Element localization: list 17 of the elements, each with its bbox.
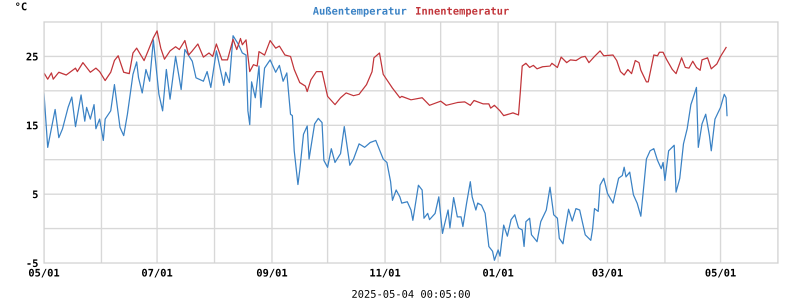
x-tick-label: 11/01 (370, 268, 400, 278)
line-series (44, 30, 727, 116)
line-series (44, 35, 728, 261)
x-axis-title: 2025-05-04 00:05:00 (352, 290, 470, 298)
x-tick-label: 09/01 (256, 268, 288, 278)
x-tick-label: 07/01 (142, 268, 172, 278)
text: Außentemperatur (312, 6, 406, 17)
y-tick-label: 5 (32, 190, 38, 198)
x-tick-label: 03/01 (592, 268, 623, 278)
x-tick-label: 05/01 (28, 268, 60, 278)
y-tick-label: -5 (27, 259, 38, 268)
y-axis-title: °C (16, 2, 26, 10)
x-tick-label: 05/01 (705, 268, 736, 278)
y-tick-label: 15 (26, 122, 38, 130)
x-tick-label: 01/01 (483, 268, 514, 278)
y-tick-label: 25 (26, 52, 38, 61)
text: Innentemperatur (416, 7, 509, 17)
